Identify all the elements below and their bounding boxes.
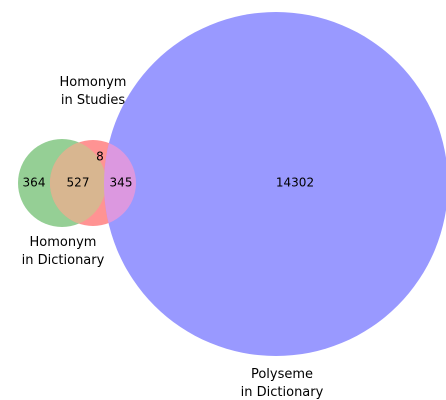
set-label: Polyseme in Dictionary <box>241 367 324 400</box>
set-label-line: in Dictionary <box>22 253 105 268</box>
set-label: Homonym in Studies <box>60 75 127 108</box>
overlap-region <box>104 140 136 226</box>
region-value: 14302 <box>276 176 314 190</box>
set-label-line: Homonym <box>60 75 127 90</box>
overlap-region <box>50 140 106 226</box>
set-label-line: in Studies <box>61 93 125 108</box>
set-label-line: Homonym <box>30 235 97 250</box>
venn-shapes <box>18 12 446 356</box>
region-value: 8 <box>96 150 104 164</box>
venn-labels: Homonym in Dictionary Homonym in Studies Pol… <box>22 75 324 400</box>
set-label: Homonym in Dictionary <box>22 235 105 268</box>
set-label-line: Polyseme <box>251 367 313 382</box>
set-label-line: in Dictionary <box>241 385 324 400</box>
region-value: 345 <box>110 176 133 190</box>
region-value: 527 <box>67 176 90 190</box>
region-value: 364 <box>23 176 46 190</box>
set-circle <box>104 12 446 356</box>
